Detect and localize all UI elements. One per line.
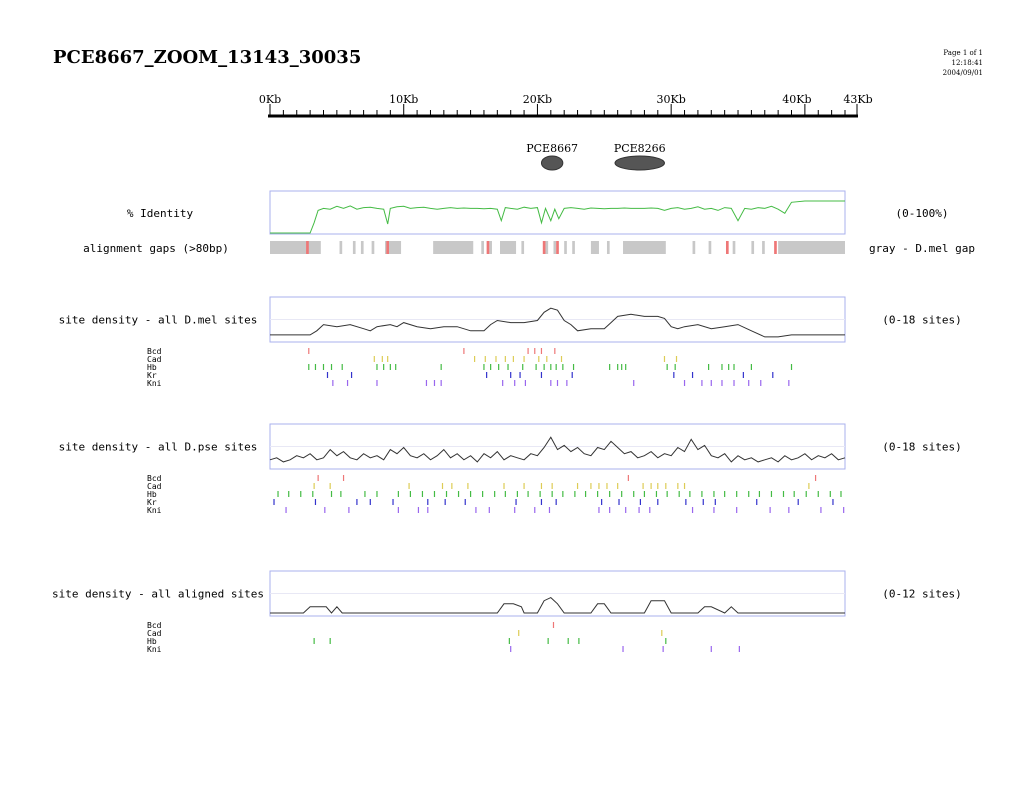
gap-segment (270, 241, 321, 254)
track-label-bcd: Bcd (147, 474, 162, 483)
density-label: site density - all D.mel sites (59, 314, 258, 327)
gap-segment-red (486, 241, 490, 254)
gap-segment (572, 241, 575, 254)
gap-segment (778, 241, 845, 254)
identity-line (270, 200, 845, 234)
track-label-bcd: Bcd (147, 347, 162, 356)
gap-segment-red (774, 241, 777, 254)
track-label-hb: Hb (147, 363, 157, 372)
track-label-cad: Cad (147, 482, 162, 491)
identity-scale: (0-100%) (896, 207, 949, 220)
gap-segment (433, 241, 474, 254)
gap-segment (708, 241, 712, 254)
gap-segment (489, 241, 492, 254)
gap-segment (500, 241, 517, 254)
identity-frame (269, 190, 846, 235)
gap-segment (606, 241, 610, 254)
feature-ellipse (540, 155, 564, 171)
density-scale: (0-12 sites) (882, 588, 961, 601)
gap-segment (521, 241, 525, 254)
density-label: site density - all D.pse sites (59, 441, 258, 454)
feature-label: PCE8667 (526, 142, 578, 155)
gap-segment (339, 241, 343, 254)
feature-label: PCE8266 (614, 142, 666, 155)
gap-segment-red (725, 241, 729, 254)
gap-segment (352, 241, 356, 254)
page-title: PCE8667_ZOOM_13143_30035 (53, 47, 362, 68)
ruler-tick-label: 43Kb (843, 93, 872, 106)
gap-segment (623, 241, 666, 254)
page-info: Page 1 of 1 12:18:41 2004/09/01 (943, 48, 983, 78)
print-date: 2004/09/01 (942, 69, 983, 77)
gap-segment (762, 241, 765, 254)
track-label-kni: Kni (147, 379, 162, 388)
ruler-tick-label: 10Kb (389, 93, 418, 106)
density-label: site density - all aligned sites (52, 588, 264, 601)
gap-segment (371, 241, 375, 254)
gap-segment (545, 241, 549, 254)
print-time: 12:18:41 (951, 59, 983, 67)
ruler-tick-label: 20Kb (523, 93, 552, 106)
track-label-kni: Kni (147, 506, 162, 515)
track-label-kr: Kr (147, 498, 157, 507)
gap-segment (590, 241, 599, 254)
track-label-hb: Hb (147, 637, 157, 646)
density-line (269, 436, 846, 463)
ruler-tick-label: 30Kb (657, 93, 686, 106)
gaps-legend: gray - D.mel gap (869, 242, 975, 255)
track-label-cad: Cad (147, 629, 162, 638)
gap-segment (732, 241, 736, 254)
gaps-label: alignment gaps (>80bp) (83, 242, 229, 255)
density-scale: (0-18 sites) (882, 314, 961, 327)
track-label-kr: Kr (147, 371, 157, 380)
track-label-hb: Hb (147, 490, 157, 499)
page-number: Page 1 of 1 (943, 49, 983, 57)
gap-segment (553, 241, 557, 254)
gap-segment (564, 241, 567, 254)
gap-segment-red (306, 241, 309, 254)
track-label-bcd: Bcd (147, 621, 162, 630)
gap-segment (751, 241, 755, 254)
gap-segment (481, 241, 484, 254)
ruler-tick-label: 0Kb (259, 93, 281, 106)
ruler-tick-label: 40Kb (782, 93, 811, 106)
feature-ellipse (614, 155, 665, 171)
density-line (270, 597, 845, 614)
gap-segment-red (542, 241, 546, 254)
track-label-kni: Kni (147, 645, 162, 654)
gap-segment (692, 241, 696, 254)
gap-segment-red (556, 241, 559, 254)
gap-segment (360, 241, 364, 254)
density-scale: (0-18 sites) (882, 441, 961, 454)
track-label-cad: Cad (147, 355, 162, 364)
identity-label: % Identity (127, 207, 194, 220)
gap-segment-red (386, 241, 390, 254)
density-line (270, 307, 845, 338)
